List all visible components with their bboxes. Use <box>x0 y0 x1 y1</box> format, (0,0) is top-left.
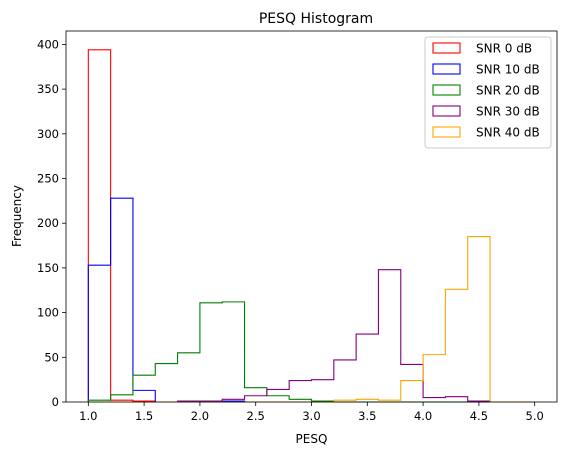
x-tick-label: 3.5 <box>358 409 376 423</box>
x-tick-label: 2.5 <box>247 409 265 423</box>
y-tick-label: 400 <box>37 37 59 51</box>
chart-title: PESQ Histogram <box>259 11 373 27</box>
legend-label: SNR 10 dB <box>476 63 540 77</box>
legend-swatch <box>432 105 461 117</box>
plot-frame <box>65 30 558 403</box>
legend-label: SNR 20 dB <box>476 84 540 98</box>
legend-swatch <box>432 84 461 96</box>
x-tick-label: 1.0 <box>79 409 97 423</box>
x-tick-label: 5.0 <box>526 409 544 423</box>
x-axis-label: PESQ <box>296 432 328 446</box>
x-tick-label: 4.0 <box>414 409 432 423</box>
legend-frame <box>424 36 552 149</box>
x-tick-label: 3.0 <box>302 409 320 423</box>
histogram-series-3 <box>88 269 535 403</box>
y-axis-ticks: 0 50 100 150 200 250 300 350 400 <box>37 37 66 409</box>
y-tick-label: 350 <box>37 82 59 96</box>
legend-swatch <box>432 126 461 138</box>
legend-label: SNR 0 dB <box>476 42 532 56</box>
y-axis-label: Frequency <box>10 185 24 247</box>
y-tick-label: 200 <box>37 216 59 230</box>
y-tick-label: 250 <box>37 172 59 186</box>
legend-swatch <box>432 42 461 54</box>
x-tick-label: 1.5 <box>135 409 153 423</box>
histogram-series-4 <box>88 236 535 403</box>
x-tick-label: 4.5 <box>470 409 488 423</box>
legend-swatch <box>432 63 461 75</box>
y-tick-label: 150 <box>37 261 59 275</box>
legend-label: SNR 30 dB <box>476 105 540 119</box>
legend-label: SNR 40 dB <box>476 126 540 140</box>
y-tick-label: 50 <box>44 350 59 364</box>
y-tick-label: 100 <box>37 306 59 320</box>
y-tick-label: 300 <box>37 127 59 141</box>
x-axis-ticks: 1.0 1.5 2.0 2.5 3.0 3.5 4.0 4.5 5.0 <box>79 402 544 423</box>
histogram-series-2 <box>87 301 535 403</box>
x-tick-label: 2.0 <box>191 409 209 423</box>
y-tick-label: 0 <box>52 395 59 409</box>
legend: SNR 0 dB SNR 10 dB SNR 20 dB SNR 30 dB SNR 4… <box>424 36 552 149</box>
